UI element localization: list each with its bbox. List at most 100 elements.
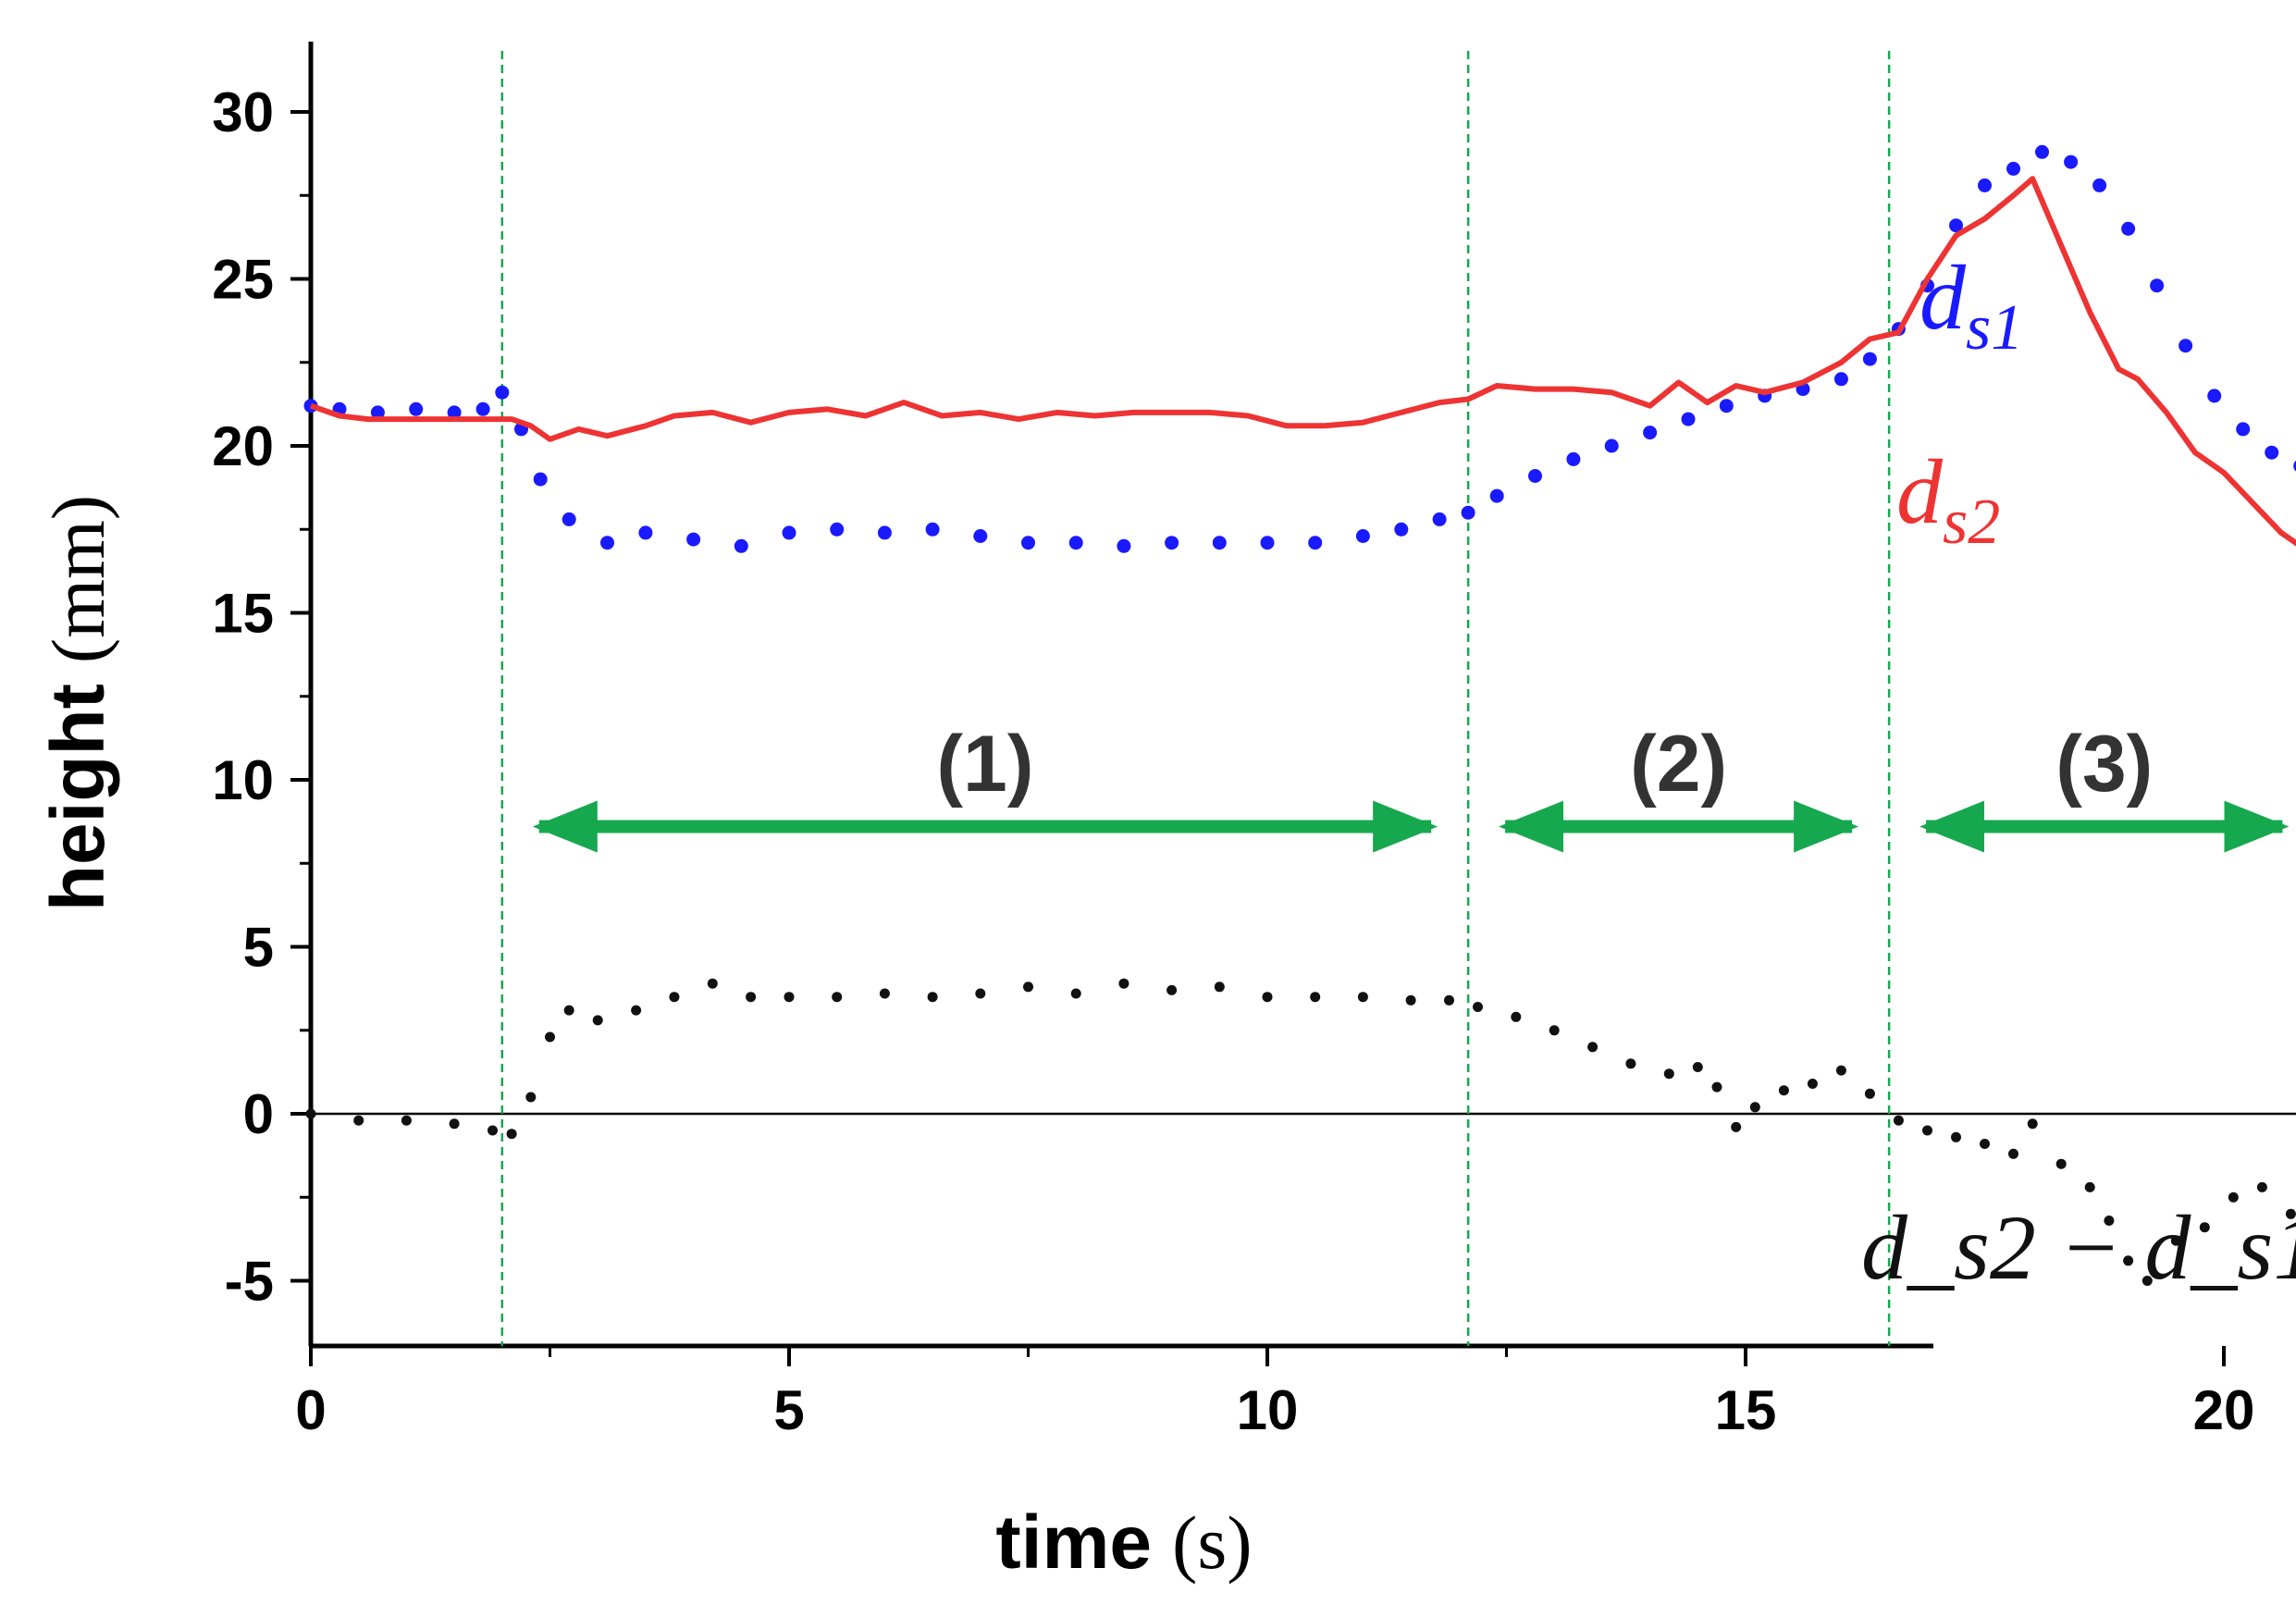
series-point (1473, 1002, 1483, 1012)
y-tick-label: 25 (212, 249, 274, 311)
series-line (310, 176, 2296, 547)
series-point (925, 522, 940, 537)
series-point (506, 1129, 517, 1140)
series-point (1604, 438, 1619, 453)
series-point (2207, 389, 2222, 403)
series-point (409, 401, 424, 416)
series-point (638, 525, 653, 540)
series-point (1549, 1025, 1560, 1036)
series-point (2092, 178, 2107, 192)
series-point (1023, 982, 1033, 993)
series-point (562, 512, 576, 526)
series-point (830, 522, 845, 537)
series-d-s2-d-s1 (305, 978, 2296, 1286)
y-axis-title: height (mm) (36, 495, 120, 911)
series-point (1165, 536, 1179, 550)
series-point (2008, 1148, 2018, 1159)
axes (308, 42, 1933, 1349)
series-point (1681, 412, 1696, 426)
y-tick-label: 10 (212, 749, 274, 811)
y-axis-title-main: height (36, 684, 120, 911)
series-point (879, 988, 890, 999)
series-point (1643, 426, 1658, 440)
x-tick-label: 0 (295, 1379, 326, 1441)
series-point (533, 472, 548, 487)
phase-label: (1) (936, 720, 1033, 809)
series-point (2199, 1222, 2210, 1233)
series-point (784, 992, 795, 1003)
series-point (1118, 978, 1129, 989)
series-point (2104, 1216, 2115, 1226)
series-point (1893, 1115, 1904, 1126)
series-point (1711, 1081, 1722, 1093)
series-label-d-s2-main: d (1896, 440, 1944, 543)
series-point (592, 1015, 603, 1026)
series-point (1528, 469, 1542, 483)
series-point (1511, 1011, 1522, 1022)
y-tick-labels: -5 0 5 10 15 20 25 30 (212, 81, 274, 1313)
series-point (973, 529, 988, 543)
series-point (1489, 488, 1504, 503)
series-point (1021, 536, 1035, 550)
series-point (734, 538, 748, 553)
series-point (2179, 339, 2193, 353)
series-point (305, 1108, 316, 1119)
series-d-s2 (310, 176, 2296, 547)
series-point (488, 1125, 498, 1136)
series-point (1357, 992, 1368, 1003)
series-label-d-s2-sub: s2 (1943, 487, 2000, 558)
series-point (447, 405, 462, 420)
series-point (1864, 1088, 1875, 1099)
series-point (631, 1005, 642, 1016)
series-point (563, 1005, 574, 1016)
series-point (707, 978, 718, 989)
series-point (2236, 422, 2251, 437)
series-point (746, 992, 757, 1003)
series-point (1355, 529, 1370, 543)
series-point (545, 1031, 555, 1043)
series-d-s1 (303, 144, 2296, 553)
series-layer (303, 144, 2296, 1286)
series-label-d-s1-main: d (1920, 246, 1967, 349)
series-point (927, 992, 938, 1003)
series-point (1978, 178, 1992, 192)
y-tick-label: 5 (243, 917, 274, 979)
series-point (686, 532, 701, 547)
series-point (2035, 144, 2049, 159)
series-point (370, 405, 385, 420)
series-point (1835, 1065, 1846, 1076)
y-tick-label: 0 (243, 1083, 274, 1145)
y-tick-label: 15 (212, 583, 274, 645)
series-label-diff-text: d_s2 − d_s1 (1861, 1196, 2296, 1299)
x-tick-label: 20 (2193, 1379, 2255, 1441)
series-point (2285, 1208, 2296, 1219)
series-point (1214, 982, 1225, 993)
series-point (1310, 992, 1321, 1003)
series-point (495, 385, 510, 400)
series-point (1394, 522, 1409, 537)
series-label-d-s1-sub: s1 (1966, 292, 2023, 364)
y-tick-label: 20 (212, 415, 274, 477)
series-point (401, 1115, 412, 1126)
series-point (2228, 1191, 2239, 1203)
x-axis-title: time (s) (995, 1500, 1252, 1585)
series-point (1308, 536, 1323, 550)
x-axis-title-unit: (s) (1172, 1500, 1253, 1585)
series-point (1862, 352, 1877, 366)
series-point (2142, 1276, 2153, 1286)
x-tick-label: 10 (1237, 1379, 1299, 1441)
x-tick-label: 5 (773, 1379, 804, 1441)
phase-label: (3) (2055, 720, 2153, 809)
series-point (1587, 1042, 1599, 1053)
series-point (475, 401, 490, 416)
series-point (1262, 992, 1273, 1003)
series-point (1070, 988, 1081, 999)
series-point (2293, 460, 2296, 472)
series-point (353, 1115, 364, 1126)
series-point (669, 992, 680, 1003)
series-point (2123, 1255, 2134, 1266)
series-point (2121, 221, 2136, 236)
x-axis-title-main: time (995, 1500, 1152, 1585)
series-point (600, 536, 614, 550)
